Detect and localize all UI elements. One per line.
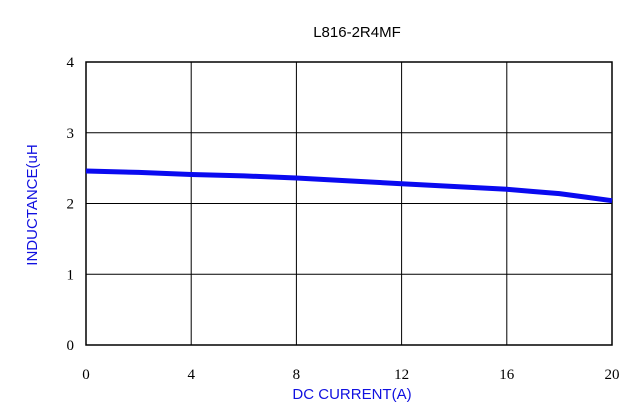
- y-tick-label: 1: [67, 267, 75, 283]
- y-tick-label: 0: [67, 338, 75, 354]
- y-tick-labels: 0 1 2 3 4: [67, 55, 75, 354]
- x-tick-label: 4: [187, 367, 195, 383]
- x-tick-label: 12: [394, 367, 409, 383]
- grid: [85, 61, 613, 346]
- y-tick-label: 2: [67, 197, 75, 213]
- y-tick-label: 4: [67, 55, 75, 71]
- series-layer: [85, 168, 613, 204]
- x-tick-labels: 0 4 8 12 16 20: [82, 367, 619, 383]
- y-axis-label: INDUCTANCE(uH: [24, 144, 41, 265]
- series-line-0: [85, 168, 613, 204]
- x-tick-label: 16: [499, 367, 515, 383]
- chart-title: L816-2R4MF: [313, 24, 401, 41]
- x-tick-label: 0: [82, 367, 90, 383]
- plot-border: [85, 61, 613, 346]
- y-tick-label: 3: [67, 126, 75, 142]
- x-tick-label: 8: [293, 367, 301, 383]
- x-tick-label: 20: [605, 367, 620, 383]
- x-axis-label: DC CURRENT(A): [292, 386, 411, 403]
